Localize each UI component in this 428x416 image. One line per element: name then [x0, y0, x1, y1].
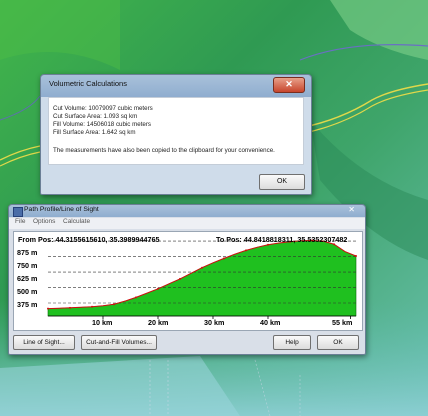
y-tick-label: 500 m — [17, 287, 38, 296]
profile-point — [69, 306, 71, 309]
app-icon — [13, 207, 23, 217]
y-tick-label: 625 m — [17, 274, 38, 283]
y-tick-label: 750 m — [17, 261, 38, 270]
x-tick-label: 40 km — [260, 318, 281, 327]
menu-file[interactable]: File — [15, 218, 26, 225]
menu-options[interactable]: Options — [33, 218, 56, 225]
profile-graph — [47, 239, 357, 319]
path-profile-window[interactable]: Path Profile/Line of Sight ✕ File Option… — [8, 204, 366, 355]
y-tick-label: 375 m — [17, 300, 38, 309]
cut-area-text: Cut Surface Area: 1.093 sq km — [53, 113, 138, 120]
profile-point — [223, 257, 225, 260]
line-of-sight-button[interactable]: Line of Sight... — [13, 335, 75, 350]
profile-point — [113, 303, 115, 306]
cut-volume-text: Cut Volume: 10079097 cubic meters — [53, 105, 153, 112]
terrain-area — [47, 240, 357, 317]
profile-point — [135, 296, 137, 299]
menu-calculate[interactable]: Calculate — [63, 218, 91, 225]
path-profile-title: Path Profile/Line of Sight — [24, 206, 99, 213]
volumetric-dialog[interactable]: Volumetric Calculations ✕ Cut Volume: 10… — [40, 74, 312, 195]
profile-point — [179, 277, 181, 280]
profile-point — [355, 254, 357, 257]
ok-button[interactable]: OK — [259, 174, 305, 190]
x-tick-label: 10 km — [92, 318, 113, 327]
elevation-profile-chart: From Pos: 44.3155615610, 35.3989944765 T… — [13, 231, 363, 331]
x-tick-label: 30 km — [204, 318, 225, 327]
profile-point — [47, 307, 49, 310]
ok-button[interactable]: OK — [317, 335, 359, 350]
profile-point — [245, 249, 247, 252]
menu-bar — [9, 218, 365, 229]
volumetric-dialog-title: Volumetric Calculations — [49, 79, 127, 88]
fill-area-text: Fill Surface Area: 1.642 sq km — [53, 129, 136, 136]
to-position: To Pos: 44.8418818311, 35.5352307482 — [216, 235, 348, 244]
cut-and-fill-button[interactable]: Cut-and-Fill Volumes... — [81, 335, 157, 350]
y-tick-label: 875 m — [17, 248, 38, 257]
close-icon[interactable]: ✕ — [273, 77, 305, 93]
x-tick-label: 20 km — [148, 318, 169, 327]
profile-point — [289, 240, 291, 243]
profile-point — [267, 243, 269, 246]
help-button[interactable]: Help — [273, 335, 311, 350]
profile-point — [333, 243, 335, 246]
profile-point — [311, 239, 313, 242]
from-position: From Pos: 44.3155615610, 35.3989944765 — [18, 235, 160, 244]
clipboard-note: The measurements have also been copied t… — [53, 147, 275, 154]
profile-point — [91, 305, 93, 308]
fill-volume-text: Fill Volume: 14506018 cubic meters — [53, 121, 152, 128]
close-icon[interactable]: ✕ — [348, 205, 355, 214]
x-tick-label: 55 km — [332, 318, 353, 327]
volumetric-results: Cut Volume: 10079097 cubic meters Cut Su… — [48, 97, 304, 165]
profile-point — [157, 287, 159, 290]
profile-point — [201, 266, 203, 269]
